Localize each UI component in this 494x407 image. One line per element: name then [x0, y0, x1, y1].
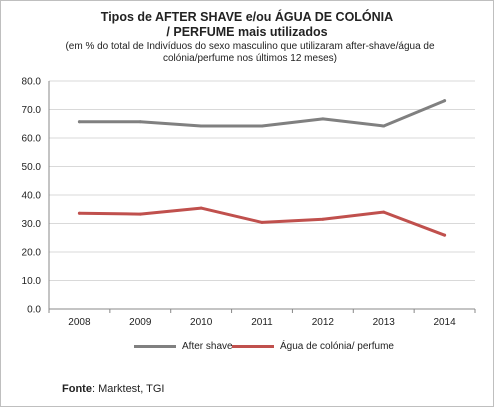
- chart-title-line-2: / PERFUME mais utilizados: [166, 25, 328, 39]
- data-point-s1-2010: [199, 206, 203, 210]
- source-text: : Marktest, TGI: [91, 383, 165, 395]
- legend-label-agua-de-colonia: Água de colónia/ perfume: [280, 341, 394, 352]
- source-note: Fonte: Marktest, TGI: [62, 383, 164, 395]
- data-point-s0-2010: [199, 124, 203, 128]
- x-tick-label-2011: 2011: [251, 317, 273, 328]
- legend-item-agua-de-colonia: Água de colónia/ perfume: [232, 341, 394, 352]
- y-tick-label-2: 20.0: [22, 248, 42, 259]
- data-point-s1-2013: [382, 210, 386, 214]
- chart-legend: After shave Água de colónia/ perfume: [0, 341, 494, 355]
- data-point-s1-2009: [138, 212, 142, 216]
- data-point-s1-2008: [77, 211, 81, 215]
- x-tick-label-2014: 2014: [433, 317, 456, 328]
- y-tick-label-3: 30.0: [22, 219, 42, 230]
- x-tick-label-2013: 2013: [373, 317, 396, 328]
- legend-swatch-after-shave: [134, 345, 176, 348]
- chart-subtitle-line-2: colónia/perfume nos últimos 12 meses): [163, 53, 337, 64]
- series-line-0: [77, 99, 447, 128]
- data-point-s0-2014: [443, 99, 447, 103]
- y-tick-label-0: 0.0: [27, 305, 41, 316]
- legend-item-after-shave: After shave: [134, 341, 233, 352]
- x-tick-label-2009: 2009: [129, 317, 152, 328]
- y-tick-label-4: 40.0: [22, 191, 42, 202]
- chart-title: Tipos de AFTER SHAVE e/ou ÁGUA DE COLÓNI…: [0, 10, 494, 40]
- y-tick-label-6: 60.0: [22, 134, 42, 145]
- data-point-s0-2009: [138, 120, 142, 124]
- chart-subtitle-line-1: (em % do total de Indivíduos do sexo mas…: [65, 41, 435, 52]
- legend-label-after-shave: After shave: [182, 341, 233, 352]
- x-tick-label-2012: 2012: [312, 317, 335, 328]
- x-tick-label-2008: 2008: [68, 317, 91, 328]
- legend-swatch-agua-de-colonia: [232, 345, 274, 348]
- data-point-s1-2012: [321, 217, 325, 221]
- chart-subtitle: (em % do total de Indivíduos do sexo mas…: [60, 41, 440, 65]
- data-point-s0-2008: [77, 120, 81, 124]
- y-tick-label-1: 10.0: [22, 276, 42, 287]
- y-tick-label-7: 70.0: [22, 105, 42, 116]
- data-point-s0-2013: [382, 124, 386, 128]
- x-tick-label-2010: 2010: [190, 317, 213, 328]
- chart-title-line-1: Tipos de AFTER SHAVE e/ou ÁGUA DE COLÓNI…: [100, 10, 394, 24]
- data-point-s1-2011: [260, 220, 264, 224]
- data-point-s1-2014: [443, 233, 447, 237]
- data-point-s0-2011: [260, 124, 264, 128]
- y-tick-label-8: 80.0: [22, 77, 42, 88]
- data-point-s0-2012: [321, 117, 325, 121]
- source-label: Fonte: [62, 383, 92, 395]
- y-tick-label-5: 50.0: [22, 162, 42, 173]
